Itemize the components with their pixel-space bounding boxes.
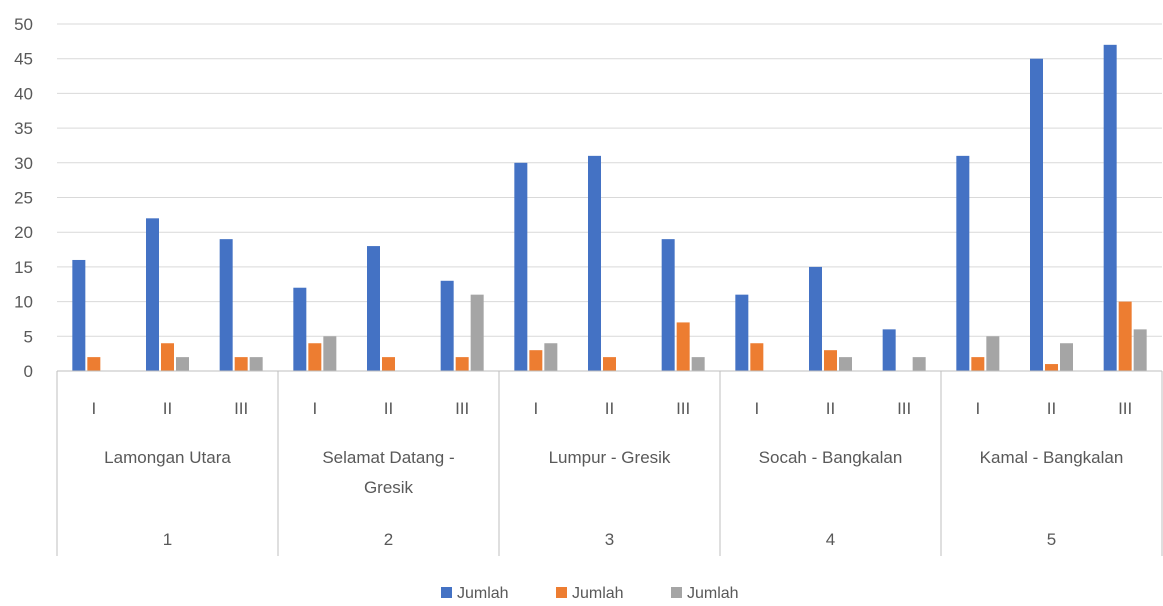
- y-tick-label: 5: [24, 327, 33, 346]
- bar: [971, 357, 985, 371]
- location-label: Lamongan Utara: [104, 448, 231, 467]
- bar: [308, 343, 322, 371]
- y-tick-label: 10: [14, 293, 33, 312]
- bar: [824, 350, 837, 371]
- subcategory-label: II: [384, 399, 393, 418]
- bar: [323, 336, 337, 371]
- location-label: Selamat Datang -: [322, 448, 454, 467]
- bar: [986, 336, 1000, 371]
- bar: [1103, 44, 1117, 371]
- bar: [882, 329, 896, 371]
- bar: [1030, 58, 1043, 371]
- bar: [87, 357, 101, 371]
- bar: [367, 246, 380, 371]
- legend-label: Jumlah: [457, 585, 509, 602]
- subcategory-label: III: [234, 399, 248, 418]
- y-tick-label: 30: [14, 154, 33, 173]
- bar: [1045, 364, 1058, 371]
- subcategory-label: I: [754, 399, 759, 418]
- bars: [72, 44, 1147, 371]
- bar: [1060, 343, 1073, 371]
- subcategory-label: II: [163, 399, 172, 418]
- y-tick-label: 0: [24, 362, 33, 381]
- bar: [72, 259, 86, 371]
- gridlines: [57, 23, 1162, 372]
- bar: [839, 357, 852, 371]
- group-number-label: 5: [1047, 530, 1056, 549]
- group-number-label: 3: [605, 530, 614, 549]
- bar: [470, 294, 484, 371]
- bar: [544, 343, 558, 371]
- subcategory-label: III: [897, 399, 911, 418]
- bar: [249, 357, 263, 371]
- subcategory-label: II: [605, 399, 614, 418]
- bar: [588, 155, 601, 371]
- bar: [1118, 301, 1132, 371]
- bar: [529, 350, 543, 371]
- bar: [514, 162, 528, 371]
- bar: [912, 357, 926, 371]
- legend-swatch: [671, 587, 682, 598]
- bar: [293, 287, 307, 371]
- group-number-label: 2: [384, 530, 393, 549]
- location-label: Kamal - Bangkalan: [980, 448, 1124, 467]
- legend-swatch: [441, 587, 452, 598]
- legend-label: Jumlah: [687, 585, 739, 602]
- bar: [603, 357, 616, 371]
- bar: [161, 343, 174, 371]
- y-tick-label: 50: [14, 15, 33, 34]
- bar: [1133, 329, 1147, 371]
- subcategory-label: II: [1047, 399, 1056, 418]
- bar: [750, 343, 764, 371]
- y-tick-label: 45: [14, 50, 33, 69]
- bar: [956, 155, 970, 371]
- bar: [455, 357, 469, 371]
- bar: [691, 357, 705, 371]
- bar: [176, 357, 189, 371]
- legend-label: Jumlah: [572, 585, 624, 602]
- bar: [382, 357, 395, 371]
- subcategory-label: II: [826, 399, 835, 418]
- group-number-label: 1: [163, 530, 172, 549]
- y-axis: 0 5 10 15 20 25 30 35 40 45 50: [14, 15, 33, 381]
- subcategory-label: III: [676, 399, 690, 418]
- subcategory-label: I: [533, 399, 538, 418]
- location-label: Socah - Bangkalan: [759, 448, 903, 467]
- bar: [234, 357, 248, 371]
- y-tick-label: 35: [14, 119, 33, 138]
- subcategory-label: III: [455, 399, 469, 418]
- bar: [809, 266, 822, 371]
- subcategory-label: III: [1118, 399, 1132, 418]
- bar: [219, 239, 233, 371]
- y-tick-label: 40: [14, 84, 33, 103]
- y-tick-label: 25: [14, 189, 33, 208]
- bar: [661, 239, 675, 371]
- location-label: Lumpur - Gresik: [549, 448, 671, 467]
- location-label: Gresik: [364, 478, 414, 497]
- subcategory-label: I: [91, 399, 96, 418]
- legend: Jumlah Jumlah Jumlah: [441, 585, 739, 602]
- bar: [676, 322, 690, 371]
- bar: [735, 294, 749, 371]
- bar: [440, 280, 454, 371]
- subcategory-label: I: [975, 399, 980, 418]
- legend-swatch: [556, 587, 567, 598]
- y-tick-label: 20: [14, 223, 33, 242]
- group-number-label: 4: [826, 530, 835, 549]
- subcategory-label: I: [312, 399, 317, 418]
- bar: [146, 218, 159, 371]
- y-tick-label: 15: [14, 258, 33, 277]
